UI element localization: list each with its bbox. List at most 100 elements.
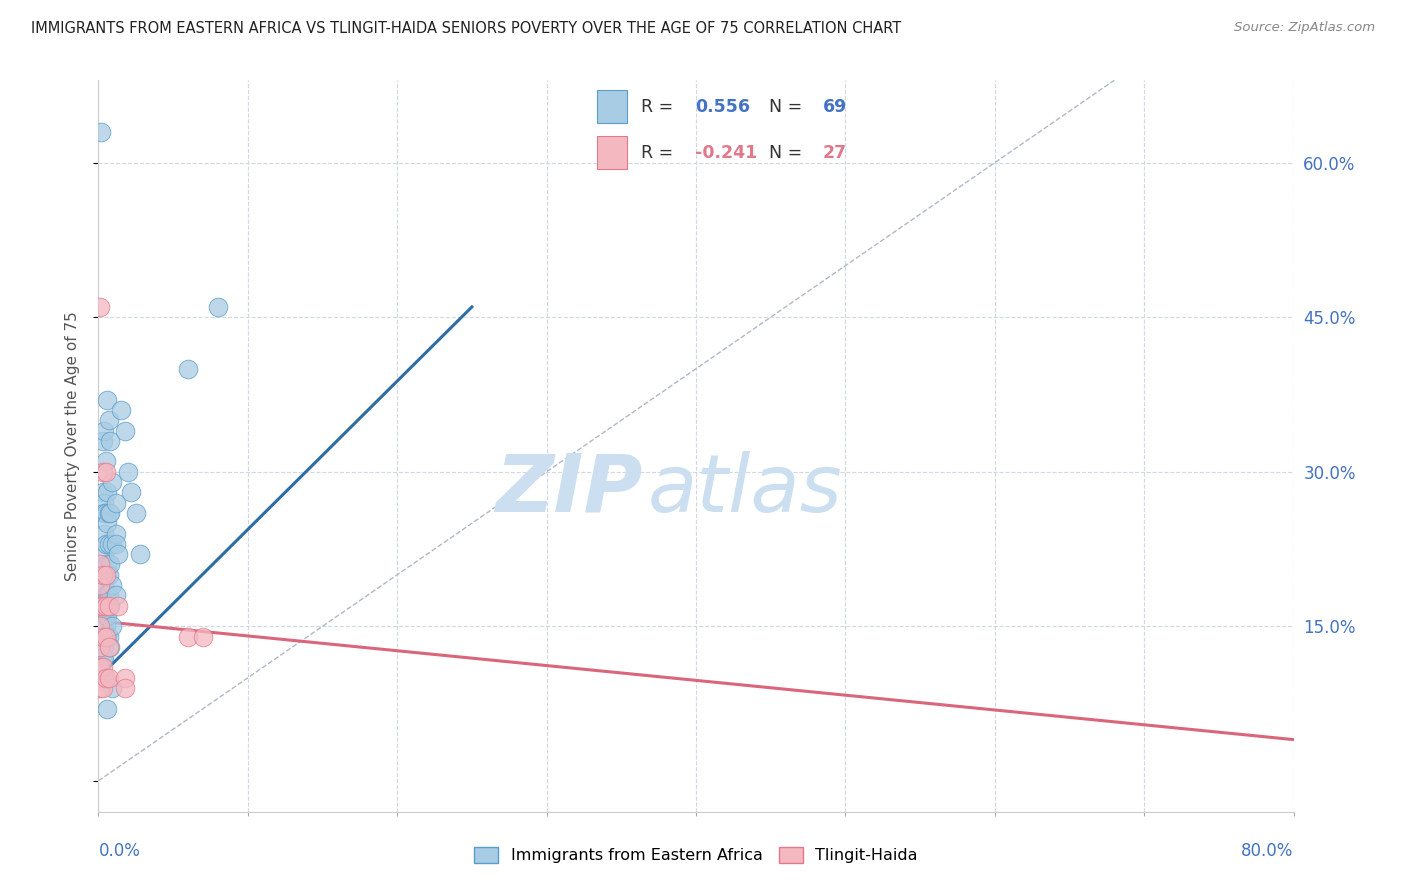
Point xyxy=(94,588,117,602)
Point xyxy=(94,567,117,582)
Point xyxy=(89,619,111,633)
Text: 69: 69 xyxy=(823,97,848,116)
Point xyxy=(93,640,115,654)
Point xyxy=(97,537,120,551)
Point xyxy=(97,506,120,520)
Point xyxy=(105,588,128,602)
Point xyxy=(98,434,122,448)
Point xyxy=(89,660,111,674)
Legend: Immigrants from Eastern Africa, Tlingit-Haida: Immigrants from Eastern Africa, Tlingit-… xyxy=(468,840,924,870)
Point xyxy=(107,547,129,561)
Text: IMMIGRANTS FROM EASTERN AFRICA VS TLINGIT-HAIDA SENIORS POVERTY OVER THE AGE OF : IMMIGRANTS FROM EASTERN AFRICA VS TLINGI… xyxy=(31,21,901,36)
Text: R =: R = xyxy=(641,97,679,116)
Point xyxy=(93,526,115,541)
Point xyxy=(91,619,114,633)
Point xyxy=(129,547,152,561)
Point xyxy=(93,424,115,438)
Point xyxy=(96,588,118,602)
Point xyxy=(89,640,111,654)
Point xyxy=(207,300,229,314)
Point xyxy=(98,640,122,654)
Point xyxy=(94,454,117,468)
Point xyxy=(91,434,114,448)
Text: -0.241: -0.241 xyxy=(695,144,756,161)
Point xyxy=(101,475,124,489)
Point xyxy=(89,578,111,592)
Point xyxy=(98,599,122,613)
Point xyxy=(93,547,115,561)
Bar xyxy=(598,136,627,169)
Point xyxy=(91,599,114,613)
Point xyxy=(105,537,128,551)
Point xyxy=(101,619,124,633)
Point xyxy=(191,630,214,644)
Point xyxy=(177,630,200,644)
Point xyxy=(91,567,114,582)
Point xyxy=(97,588,120,602)
Point xyxy=(89,619,111,633)
Point xyxy=(91,465,114,479)
Text: N =: N = xyxy=(769,144,808,161)
Point xyxy=(96,516,118,531)
Point xyxy=(97,599,120,613)
Point xyxy=(91,567,114,582)
Point xyxy=(114,681,136,695)
Point xyxy=(91,660,114,674)
Point xyxy=(114,424,136,438)
Point xyxy=(105,526,128,541)
Text: N =: N = xyxy=(769,97,808,116)
Point xyxy=(98,558,122,572)
Point xyxy=(89,558,111,572)
Point xyxy=(94,630,117,644)
Point xyxy=(93,496,115,510)
Text: ZIP: ZIP xyxy=(495,450,643,529)
Point xyxy=(101,537,124,551)
Point xyxy=(93,671,115,685)
Point xyxy=(96,630,118,644)
Point xyxy=(89,630,111,644)
Bar xyxy=(598,90,627,123)
Point xyxy=(107,599,129,613)
Point xyxy=(93,506,115,520)
Text: 0.0%: 0.0% xyxy=(98,842,141,860)
Point xyxy=(94,465,117,479)
Point xyxy=(110,403,132,417)
Point xyxy=(120,485,142,500)
Point xyxy=(101,681,124,695)
Text: 0.556: 0.556 xyxy=(695,97,749,116)
Point xyxy=(89,640,111,654)
Point xyxy=(91,650,114,665)
Point xyxy=(97,640,120,654)
Point xyxy=(97,671,120,685)
Point xyxy=(91,588,114,602)
Text: 80.0%: 80.0% xyxy=(1241,842,1294,860)
Point xyxy=(96,392,118,407)
Point xyxy=(93,599,115,613)
Point xyxy=(96,558,118,572)
Point xyxy=(90,125,112,139)
Text: R =: R = xyxy=(641,144,679,161)
Point xyxy=(94,506,117,520)
Point xyxy=(105,496,128,510)
Point xyxy=(98,506,122,520)
Point xyxy=(94,537,117,551)
Point xyxy=(89,599,111,613)
Point xyxy=(94,671,117,685)
Point xyxy=(117,465,139,479)
Text: Source: ZipAtlas.com: Source: ZipAtlas.com xyxy=(1234,21,1375,34)
Point xyxy=(89,681,111,695)
Point xyxy=(91,630,114,644)
Point xyxy=(91,599,114,613)
Point xyxy=(94,609,117,624)
Point xyxy=(91,485,114,500)
Point xyxy=(93,630,115,644)
Point xyxy=(96,702,118,716)
Point xyxy=(177,361,200,376)
Point xyxy=(91,630,114,644)
Point xyxy=(93,619,115,633)
Text: atlas: atlas xyxy=(648,450,844,529)
Point xyxy=(97,413,120,427)
Point xyxy=(94,599,117,613)
Point xyxy=(101,578,124,592)
Point xyxy=(97,567,120,582)
